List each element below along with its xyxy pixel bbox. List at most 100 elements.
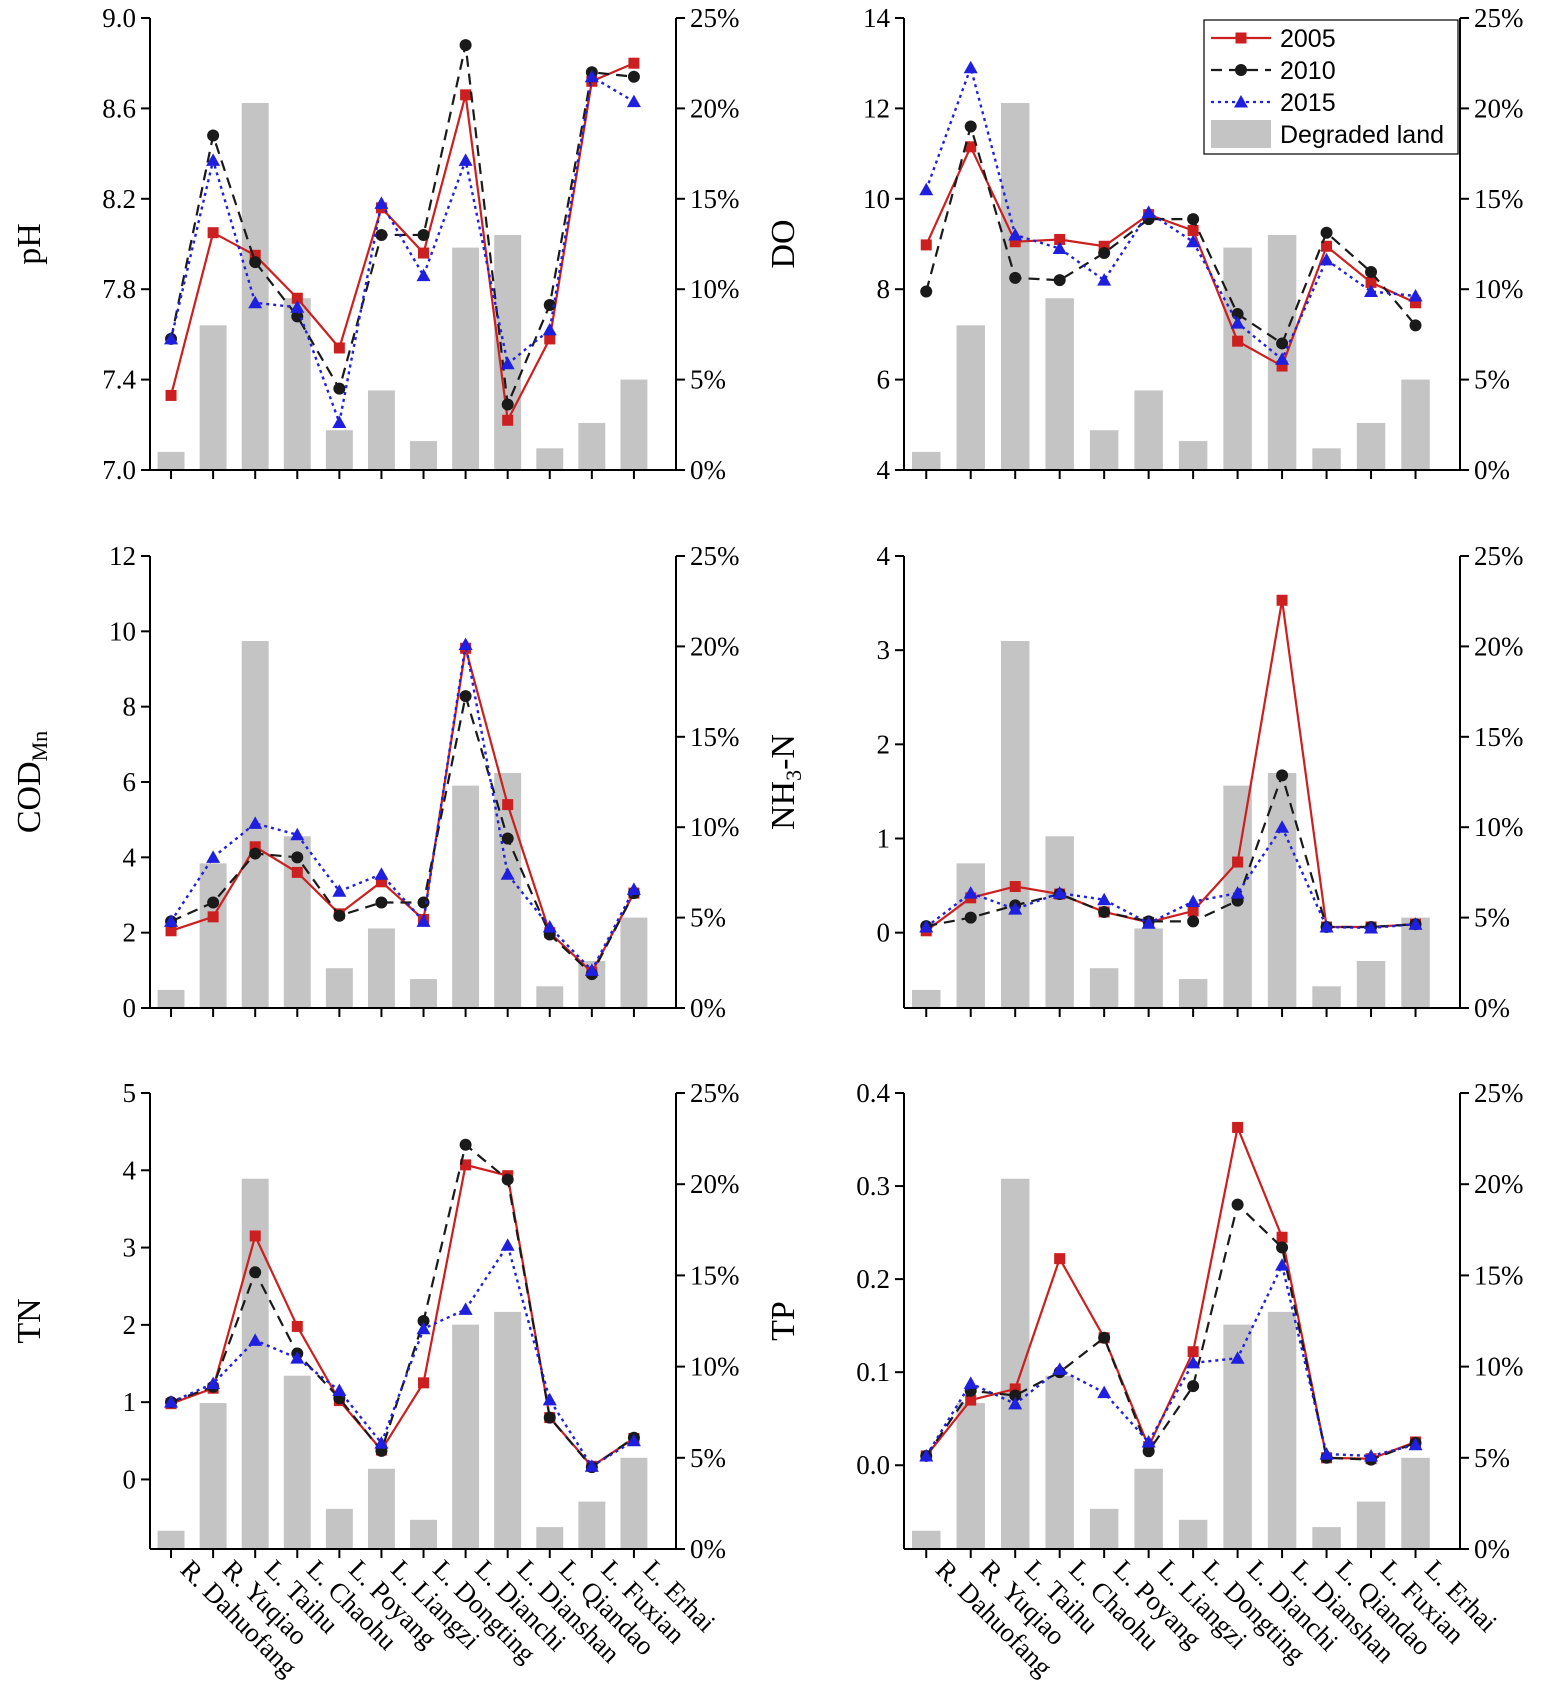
point-2015 xyxy=(1230,886,1245,899)
point-2010 xyxy=(627,70,640,83)
y2-tick-label: 15% xyxy=(1474,722,1524,752)
degraded-land-bar xyxy=(620,379,648,470)
point-2015 xyxy=(290,827,305,841)
y-tick-label: 3 xyxy=(123,1233,137,1263)
degraded-land-bar xyxy=(452,785,480,1008)
point-2015 xyxy=(458,153,473,166)
point-2010 xyxy=(964,911,977,924)
point-2015 xyxy=(164,1395,179,1408)
y-tick-label: 3 xyxy=(877,635,891,665)
y-tick-label: 0 xyxy=(877,918,891,948)
degraded-land-bar xyxy=(1089,430,1119,470)
point-2010 xyxy=(1365,266,1378,279)
point-2010 xyxy=(964,120,977,133)
point-2015 xyxy=(1319,252,1334,266)
point-2005 xyxy=(1187,224,1199,236)
y-axis-label: CODMn xyxy=(11,731,52,833)
y-tick-label: 4 xyxy=(877,455,891,485)
y-tick-label: 7.0 xyxy=(102,455,136,485)
point-2010 xyxy=(1142,1445,1155,1458)
point-2010 xyxy=(1098,905,1111,918)
panel-tp: 0.00.10.20.30.40%5%10%15%20%25%TPR. Dahu… xyxy=(765,1078,1524,1682)
y-tick-label: 0.4 xyxy=(856,1078,890,1108)
degraded-land-bar xyxy=(1134,928,1163,1008)
y2-tick-label: 5% xyxy=(1474,1443,1510,1473)
y-tick-label: 8 xyxy=(877,274,891,304)
degraded-land-bar xyxy=(199,863,227,1008)
point-2015 xyxy=(919,920,934,933)
panel-ph: 7.0 7.4 7.8 8.2 8.6 9.0 0% 5% 10% 15% 20% 25% pH xyxy=(11,3,740,485)
degraded-land-bar xyxy=(325,1508,353,1549)
degraded-land-bar xyxy=(1134,1468,1163,1549)
series-line-2015 xyxy=(925,1261,1416,1458)
degraded-land-bar xyxy=(367,928,395,1008)
y2-tick-label: 10% xyxy=(690,1352,740,1382)
point-2015 xyxy=(206,1376,221,1390)
degraded-land-bar xyxy=(578,422,606,470)
y-axis-label: DO xyxy=(765,219,802,268)
point-2010 xyxy=(291,851,304,864)
degraded-land-bar xyxy=(1045,1375,1074,1549)
legend-swatch-degraded xyxy=(1211,120,1271,148)
point-2015 xyxy=(626,94,641,108)
y-tick-label: 0 xyxy=(123,1464,137,1494)
point-2005 xyxy=(418,1377,430,1389)
point-2005 xyxy=(1009,881,1021,893)
y2-tick-label: 15% xyxy=(1474,1260,1524,1290)
point-2015 xyxy=(332,884,347,897)
y-tick-label: 4 xyxy=(123,1155,137,1185)
point-2015 xyxy=(1408,1437,1423,1451)
point-2015 xyxy=(1052,241,1067,255)
point-2010 xyxy=(501,832,514,845)
degraded-land-bar xyxy=(367,390,395,470)
y2-tick-label: 10% xyxy=(1474,812,1524,842)
degraded-land-bar xyxy=(1000,102,1030,470)
degraded-land-bar xyxy=(620,1457,648,1549)
series-line-2010 xyxy=(170,695,635,976)
degraded-land-bar xyxy=(199,325,227,470)
y-tick-label: 10 xyxy=(109,616,136,646)
point-2010 xyxy=(417,228,430,241)
degraded-land-bar xyxy=(1223,247,1252,470)
point-2015 xyxy=(1364,920,1379,934)
degraded-land-bar xyxy=(494,772,522,1008)
legend-marker-2010 xyxy=(1235,64,1247,76)
point-2005 xyxy=(544,333,556,345)
series-line-2010 xyxy=(925,1202,1416,1461)
point-2005 xyxy=(291,1320,303,1332)
point-2015 xyxy=(1319,1447,1334,1460)
y-tick-label: 2 xyxy=(877,729,891,759)
y-tick-label: 5 xyxy=(123,1078,137,1108)
point-2005 xyxy=(1054,233,1066,245)
y2-tick-label: 15% xyxy=(690,1260,740,1290)
series-line-2015 xyxy=(925,63,1416,362)
series-line-2005 xyxy=(925,1123,1416,1460)
point-2015 xyxy=(1319,920,1334,933)
degraded-land-bar xyxy=(1089,1508,1119,1549)
y-tick-label: 6 xyxy=(123,767,137,797)
point-2015 xyxy=(1097,273,1112,286)
degraded-land-bar xyxy=(410,1519,437,1549)
legend: 2005 2010 2015 Degraded land xyxy=(1203,19,1459,155)
y-tick-label: 7.4 xyxy=(102,365,136,395)
series-line-2005 xyxy=(925,144,1416,368)
y-axis-label: pH xyxy=(11,223,48,265)
point-2005 xyxy=(207,911,219,923)
point-2005 xyxy=(1321,240,1333,252)
degraded-land-bar xyxy=(410,441,437,470)
y2-tick-label: 10% xyxy=(690,274,740,304)
degraded-land-bar xyxy=(578,1501,606,1549)
point-2010 xyxy=(207,129,220,142)
degraded-land-bar xyxy=(410,979,437,1008)
point-2015 xyxy=(458,637,473,651)
point-2015 xyxy=(963,886,978,899)
point-2010 xyxy=(249,1266,262,1279)
point-2005 xyxy=(1276,594,1288,606)
point-2015 xyxy=(416,914,431,927)
y-tick-label: 0.3 xyxy=(856,1171,890,1201)
point-2005 xyxy=(333,342,345,354)
point-2005 xyxy=(207,227,219,239)
point-2015 xyxy=(1052,886,1067,899)
